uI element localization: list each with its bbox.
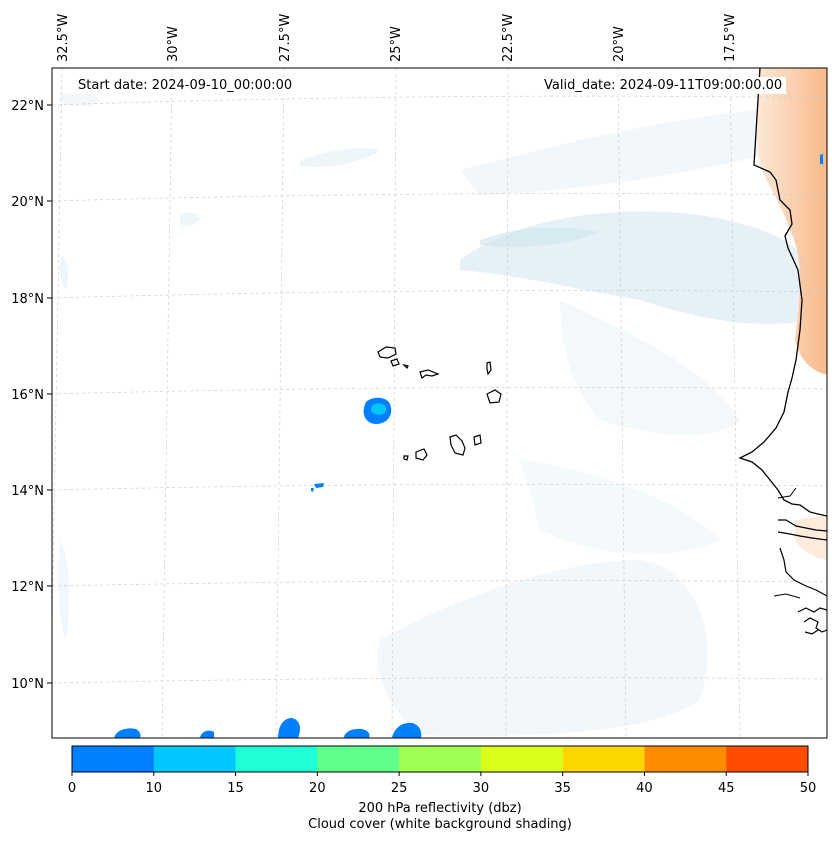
colorbar-tick-label: 0 [68,781,76,796]
african-coastline [738,68,827,517]
lat-tick-marks [47,104,52,684]
island-sao-nicolau [419,369,440,379]
colorbar-swatch [399,746,482,772]
colorbar-label-line1: 200 hPa reflectivity (dbz) [358,801,522,816]
colorbar-tick-label: 20 [309,781,326,796]
colorbar-label-line2: Cloud cover (white background shading) [308,817,572,832]
colorbar-swatch [72,746,155,772]
island-santa-luzia [402,363,409,370]
guinea-bissau-coast [797,607,827,635]
island-boa-vista [486,389,502,404]
lon-label: 25°W [389,26,404,62]
reflectivity-cell [820,154,823,164]
colorbar-swatch [153,746,237,772]
lon-label: 27.5°W [278,14,293,62]
island-brava [403,455,409,461]
lat-label: 18°N [11,292,44,307]
colorbar-tick-label: 40 [636,781,653,796]
lat-label: 22°N [11,99,44,114]
lon-label: 22.5°W [501,14,516,62]
colorbar: 0 10 15 20 25 30 35 40 45 50 [68,745,816,796]
island-maio [473,434,482,446]
map-area [52,68,827,738]
lat-labels: 22°N 20°N 18°N 16°N 14°N 12°N 10°N [11,99,44,692]
graticule [52,68,827,738]
colorbar-swatch [562,746,645,772]
reflectivity-cell [392,722,422,738]
reflectivity-cell [314,483,324,488]
valid-date-label: Valid_date: 2024-09-11T09:00:00.00 [540,77,787,94]
colorbar-tick-label: 25 [391,781,408,796]
lat-label: 12°N [11,580,44,595]
colorbar-tick-label: 10 [146,781,163,796]
colorbar-swatch [726,746,809,772]
map-frame [51,67,828,739]
island-santo-antao [377,346,397,359]
colorbar-swatch [480,746,564,772]
lon-label: 30°W [166,26,181,62]
lat-label: 16°N [11,388,44,403]
start-date-label: Start date: 2024-09-10_00:00:00 [74,77,297,94]
reflectivity-cell [344,728,370,738]
lon-label: 32.5°W [56,14,71,62]
country-border [773,487,801,599]
cloud-cover-shading [58,92,810,736]
reflectivity-cell [114,728,141,738]
island-sao-vicente [390,358,400,367]
colorbar-swatch [317,746,400,772]
island-santiago [449,434,466,456]
cape-verde-islands [377,346,502,461]
island-fogo [415,448,428,461]
colorbar-tick-label: 30 [473,781,490,796]
reflectivity-cell [311,488,314,492]
island-sal [486,361,492,376]
colorbar-ticks: 0 10 15 20 25 30 35 40 45 50 [68,772,816,796]
lon-label: 17.5°W [723,14,738,62]
lat-label: 20°N [11,195,44,210]
reflectivity-core [371,403,387,415]
colorbar-frame [71,745,809,773]
colorbar-swatch [644,746,727,772]
colorbar-label: 200 hPa reflectivity (dbz) Cloud cover (… [72,801,808,833]
colorbar-swatch [235,746,318,772]
reflectivity-patches [114,154,823,738]
colorbar-tick-label: 35 [554,781,571,796]
colorbar-tick-label: 45 [718,781,735,796]
lon-labels: 32.5°W 30°W 27.5°W 25°W 22.5°W 20°W 17.5… [56,14,738,62]
colorbar-tick-label: 50 [800,781,817,796]
lat-label: 14°N [11,484,44,499]
lon-label: 20°W [612,26,627,62]
gambia-coast [777,519,827,597]
reflectivity-cell [200,730,214,738]
reflectivity-cell [278,718,300,738]
colorbar-swatches [72,746,809,772]
lat-label: 10°N [11,677,44,692]
colorbar-tick-label: 15 [227,781,244,796]
